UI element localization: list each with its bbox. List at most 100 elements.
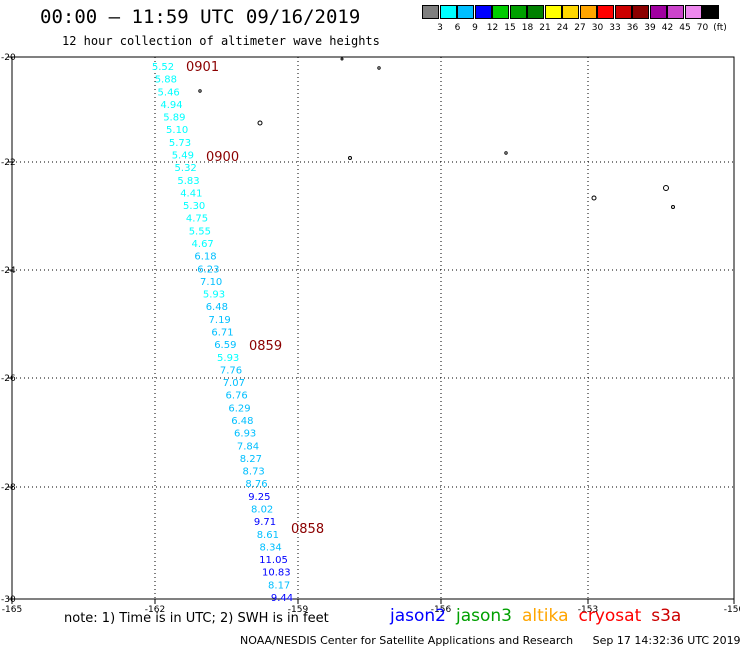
lat-tick-label: -28 [1,483,16,493]
colorbar-swatch [474,5,492,19]
island-outline [348,156,352,160]
colorbar-label: 30 [591,23,604,33]
lon-tick-label: -165 [2,605,22,615]
wave-height-label: 9.71 [254,517,276,528]
colorbar-swatch [579,5,597,19]
credit-line: NOAA/NESDIS Center for Satellite Applica… [240,634,740,647]
time-label: 0858 [291,522,324,537]
lat-tick-label: -22 [1,158,16,168]
colorbar-swatch [597,5,614,19]
colorbar-swatch [702,5,719,19]
island-outline [198,89,202,93]
satellite-legend-item: jason2 [390,606,446,626]
wave-height-label: 8.27 [240,454,262,465]
wave-height-label: 5.52 [152,62,174,73]
colorbar-label: 27 [574,23,586,33]
island-outlines [198,57,675,209]
lat-tick-label: -20 [1,53,16,63]
wave-height-label: 7.07 [223,378,245,389]
units-note: note: 1) Time is in UTC; 2) SWH is in fe… [64,611,329,626]
colorbar-swatch [527,5,544,19]
wave-height-label: 5.55 [189,226,211,237]
wave-height-label: 4.75 [186,214,208,225]
colorbar-label: 6 [454,23,461,33]
colorbar-label: 42 [661,23,674,33]
colorbar-swatch [509,5,527,19]
wave-height-label: 6.18 [194,252,216,263]
lat-tick-label: -30 [1,595,16,605]
wave-height-label: 6.93 [234,429,256,440]
colorbar-label: 3 [437,23,443,33]
lon-tick-label: -153 [578,605,598,615]
island-outline [377,66,381,70]
time-label: 0901 [186,60,219,75]
wave-height-label: 5.93 [203,290,225,301]
satellite-legend: jason2 jason3 altika cryosat s3a [390,606,691,626]
time-labels: 0901 0900 0859 0858 [186,60,324,537]
wave-height-label: 6.71 [211,328,233,339]
wave-height-label: 7.84 [237,441,259,452]
colorbar-swatch [614,5,632,19]
wave-height-label: 8.73 [243,467,265,478]
lon-tick-label: -156 [431,605,452,615]
lon-tick-label: -150 [724,605,740,615]
island-outline [591,195,597,201]
colorbar-label: (ft) [713,23,727,33]
wave-height-label: 8.17 [268,580,290,591]
colorbar-label: 45 [679,23,691,33]
satellite-legend-item: s3a [651,606,682,626]
colorbar-swatch [439,5,457,19]
satellite-legend-item: jason3 [456,606,512,626]
time-label: 0859 [249,339,282,354]
generated-timestamp: Sep 17 14:32:36 UTC 2019 [592,634,740,647]
island-outline [671,205,675,209]
wave-height-label: 4.94 [160,100,182,111]
wave-height-label: 7.76 [220,365,242,376]
wave-height-label: 6.76 [226,391,248,402]
island-outline [504,151,508,155]
wave-height-label: 7.19 [209,315,231,326]
wave-height-label: 5.83 [177,176,199,187]
colorbar-swatch [562,5,579,19]
wave-height-label: 5.49 [172,151,194,162]
wave-height-label: 5.88 [155,75,177,86]
wave-height-label: 6.23 [197,264,219,275]
lat-tick-label: -26 [1,374,16,384]
map-frame [11,56,735,600]
colorbar-label: 33 [609,23,621,33]
colorbar-swatch [684,5,702,19]
wave-height-label: 8.61 [257,530,279,541]
lat-tick-label: -24 [1,266,16,276]
colorbar-swatch [492,5,509,19]
wave-height-label: 6.29 [228,403,250,414]
wave-height-label: 11.05 [259,555,288,566]
satellite-legend-item: altika [522,606,569,626]
wave-height-label: 4.67 [192,239,214,250]
wave-height-label: 4.41 [180,188,202,199]
island-outline [663,185,669,191]
credit-text: NOAA/NESDIS Center for Satellite Applica… [240,634,574,647]
wave-height-label: 9.25 [248,492,270,503]
wave-height-label: 5.10 [166,125,188,136]
colorbar-label: 39 [644,23,656,33]
wave-height-label: 7.10 [200,277,222,288]
colorbar-label: 9 [472,23,478,33]
map-gridlines [8,56,735,604]
lon-tick-label: -162 [145,605,165,615]
time-label: 0900 [206,150,239,165]
colorbar-label: 18 [521,23,534,33]
island-outline [340,57,344,61]
colorbar-swatch [544,5,562,19]
wave-height-label: 8.76 [245,479,267,490]
wave-height-label: 5.93 [217,353,239,364]
wave-height-label: 5.46 [158,87,180,98]
map-title: 00:00 – 11:59 UTC 09/16/2019 [40,6,361,28]
colorbar-swatch [422,5,439,19]
colorbar-label: 70 [696,23,709,33]
map-subtitle: 12 hour collection of altimeter wave hei… [62,34,380,48]
wave-height-label: 5.30 [183,201,205,212]
wave-height-label: 6.48 [231,416,253,427]
colorbar-label: 15 [504,23,516,33]
colorbar-label: 12 [486,23,499,33]
